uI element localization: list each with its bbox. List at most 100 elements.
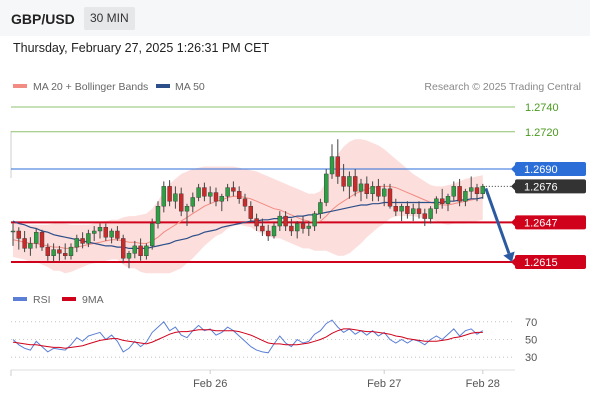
candle-body — [254, 218, 259, 227]
candle-body — [260, 225, 265, 232]
ma20-line — [12, 185, 483, 249]
candle-body — [10, 230, 16, 233]
candle-body — [57, 249, 62, 254]
candle — [335, 139, 340, 184]
candle — [103, 223, 109, 241]
candle — [39, 229, 45, 251]
candle — [480, 183, 485, 199]
candle — [318, 198, 323, 219]
candle-body — [149, 223, 155, 247]
candle — [457, 178, 462, 207]
candle-body — [440, 198, 445, 204]
candle-body — [115, 230, 120, 239]
ma50-line — [12, 196, 483, 249]
rsi-tick-70: 70 — [525, 317, 537, 329]
candle-body — [353, 176, 358, 192]
candle-body — [370, 186, 375, 195]
candle-body — [434, 198, 439, 209]
candle-body — [28, 243, 33, 249]
candle — [353, 169, 358, 197]
level-label-1.2615: 1.2615 — [524, 257, 558, 269]
candle-body — [347, 176, 352, 187]
candle — [16, 227, 21, 250]
level-badge-pointer-1.2676 — [511, 182, 515, 191]
candle-body — [283, 215, 288, 227]
candle-body — [445, 196, 451, 204]
candle-body — [376, 186, 381, 197]
candle — [434, 196, 439, 214]
candle — [155, 201, 161, 229]
candle — [416, 201, 422, 219]
timeframe-button[interactable]: 30 MIN — [84, 7, 135, 30]
candle-body — [463, 191, 468, 202]
candle-body — [45, 246, 50, 256]
candle-body — [120, 238, 126, 259]
candle-body — [364, 183, 369, 195]
candle — [242, 193, 248, 212]
candle-body — [266, 230, 271, 237]
candle — [10, 223, 16, 246]
moving-averages — [12, 185, 483, 249]
candle — [422, 208, 427, 227]
candle-body — [428, 208, 433, 219]
candle — [144, 243, 149, 260]
candle — [399, 203, 404, 222]
candle-body — [91, 230, 97, 234]
candle-body — [248, 205, 254, 219]
candle — [109, 228, 114, 244]
candle — [22, 231, 27, 253]
candle-body — [161, 186, 167, 207]
candle — [115, 226, 120, 241]
candle-body — [213, 192, 219, 202]
candle-body — [109, 230, 114, 238]
candle-body — [103, 227, 109, 238]
candle-body — [144, 245, 149, 257]
x-tick-label: Feb 27 — [367, 378, 401, 390]
candle — [266, 224, 271, 241]
candle-body — [277, 215, 282, 227]
candle — [463, 188, 468, 207]
candle-body — [39, 232, 45, 248]
candle-body — [457, 186, 462, 202]
candle — [167, 180, 172, 207]
candle — [451, 181, 456, 202]
candle-body — [207, 192, 213, 197]
candle — [45, 243, 50, 261]
copyright-text: Research © 2025 Trading Central — [424, 81, 581, 93]
legend-rsi-swatch — [13, 297, 27, 301]
candle-body — [422, 213, 427, 219]
rsi-line — [12, 319, 484, 354]
candle — [376, 178, 381, 202]
candle-body — [335, 156, 340, 177]
level-label-1.2676: 1.2676 — [524, 181, 558, 193]
legend-ma20-label: MA 20 + Bollinger Bands — [33, 81, 148, 93]
candle-body — [196, 187, 201, 198]
candle — [469, 176, 474, 199]
candle — [248, 201, 254, 223]
candle — [202, 182, 207, 202]
forecast-arrow-shaft — [484, 187, 511, 255]
candle-body — [358, 183, 364, 192]
candle-body — [469, 187, 474, 192]
candle-body — [341, 176, 346, 187]
candle-body — [271, 225, 277, 237]
candle — [260, 218, 265, 236]
candle-body — [399, 205, 404, 212]
level-badge-1.2615 — [515, 255, 586, 269]
candle-body — [225, 187, 230, 197]
candle — [219, 193, 225, 212]
level-badge-pointer-1.2647 — [511, 218, 515, 227]
candle-body — [480, 186, 485, 195]
level-badge-1.2676 — [515, 179, 586, 194]
candle — [474, 183, 480, 202]
candle — [184, 203, 190, 227]
x-axis: Feb 26 Feb 27 Feb 28 — [193, 370, 500, 390]
candle-body — [393, 205, 398, 212]
candle-body — [324, 173, 329, 203]
candle — [138, 238, 143, 261]
candle — [132, 240, 138, 259]
candle — [213, 187, 219, 207]
candle — [178, 187, 184, 217]
candle-body — [68, 246, 74, 256]
candle — [382, 183, 387, 207]
